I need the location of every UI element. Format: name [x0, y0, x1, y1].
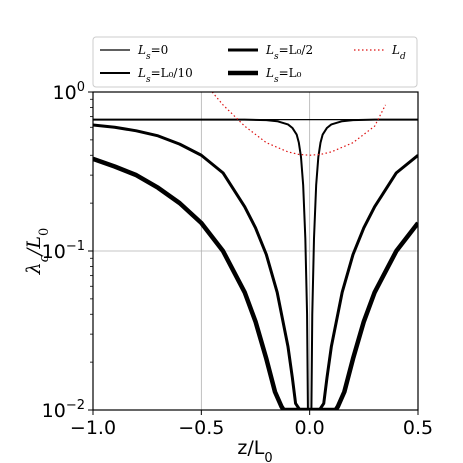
- series-line-2: [93, 123, 418, 410]
- x-axis-label: z/L0: [237, 437, 272, 463]
- axis-ticks: −1.0 −0.5 0.0 0.5 10−2 10−1 100: [42, 80, 433, 439]
- legend-label-0: Ls=0: [137, 43, 168, 62]
- grid-lines: [92, 91, 419, 411]
- series-line-1: [93, 118, 418, 410]
- legend-label-1: Ls=L₀/10: [137, 66, 193, 85]
- series-lines: [93, 92, 418, 410]
- x-tick-label: −0.5: [178, 417, 224, 439]
- series-line-3: [93, 156, 418, 410]
- y-tick-label: 10−1: [42, 239, 85, 263]
- x-tick-label: 0.5: [403, 417, 433, 439]
- legend-label-4: Ld: [391, 43, 406, 62]
- legend-label-3: Ls=L₀: [265, 66, 302, 85]
- legend: Ls=0 Ls=L₀/10 Ls=L₀/2 Ls=L₀ Ld: [92, 36, 418, 88]
- legend-items: Ls=0 Ls=L₀/10 Ls=L₀/2 Ls=L₀ Ld: [100, 43, 406, 85]
- x-tick-label: 0.0: [295, 417, 325, 439]
- legend-label-2: Ls=L₀/2: [265, 43, 313, 62]
- legend-frame: [92, 36, 418, 88]
- x-tick-label: −1.0: [70, 417, 116, 439]
- y-tick-label: 100: [53, 80, 85, 104]
- y-axis-label: λc/L0: [23, 228, 52, 276]
- y-tick-label: 10−2: [42, 398, 85, 422]
